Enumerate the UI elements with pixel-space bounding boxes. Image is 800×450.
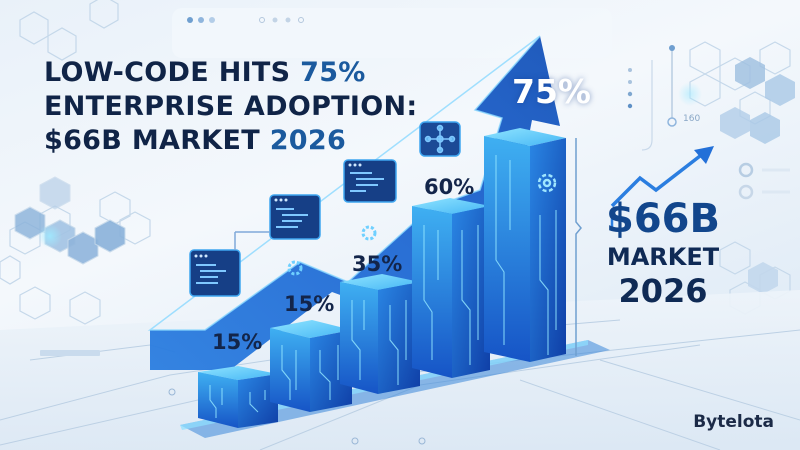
brand-logo-text: Bytelota [693, 412, 774, 432]
decor-tick-label: 160 [683, 114, 701, 124]
bar-label-4: 60% [424, 175, 475, 199]
headline-year: 2026 [269, 125, 347, 156]
market-word: MARKET [606, 243, 720, 271]
headline-line-1: LOW-CODE HITS 75% [44, 56, 417, 90]
headline-line-3: $66B MARKET 2026 [44, 124, 417, 158]
market-year: 2026 [618, 272, 708, 310]
headline-line-2: ENTERPRISE ADOPTION: [44, 91, 418, 122]
headline-line3-text: $66B MARKET [44, 125, 270, 156]
market-callout: $66B MARKET 2026 [588, 196, 738, 310]
bar-label-1: 15% [212, 330, 263, 354]
headline-adoption-percent: 75% [300, 57, 366, 88]
headline: LOW-CODE HITS 75% ENTERPRISE ADOPTION: $… [44, 56, 417, 158]
market-amount: $66B [606, 196, 720, 242]
bar-label-2: 15% [284, 292, 335, 316]
arrow-percent-label: 75% [512, 72, 591, 111]
headline-line1-text: LOW-CODE HITS [44, 57, 301, 88]
bar-label-3: 35% [352, 252, 403, 276]
